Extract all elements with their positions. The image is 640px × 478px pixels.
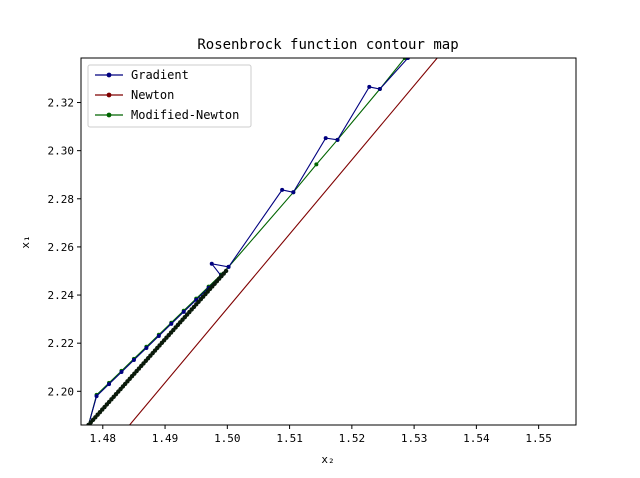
series-layer bbox=[86, 58, 438, 425]
x-tick-label: 1.54 bbox=[463, 432, 490, 445]
trail-point bbox=[223, 268, 229, 274]
series-point-gradient bbox=[209, 261, 214, 266]
series-point-gradient bbox=[156, 333, 161, 338]
legend-marker-newton bbox=[106, 92, 112, 98]
series-point-gradient bbox=[280, 187, 285, 192]
series-point-gradient bbox=[144, 345, 149, 350]
y-tick-label: 2.28 bbox=[48, 193, 75, 206]
series-point-gradient bbox=[94, 394, 99, 399]
series-point-gradient bbox=[291, 190, 296, 195]
x-axis: 1.48 1.49 1.50 1.51 1.52 1.53 1.54 1.55 bbox=[90, 425, 552, 445]
series-point-gradient bbox=[119, 370, 124, 375]
series-point-gradient bbox=[226, 264, 231, 269]
y-tick-label: 2.20 bbox=[48, 385, 75, 398]
series-point-gradient bbox=[107, 382, 112, 387]
series-point-gradient bbox=[367, 84, 372, 89]
x-tick-label: 1.49 bbox=[152, 432, 179, 445]
y-axis-label: x₁ bbox=[19, 235, 32, 248]
x-tick-label: 1.52 bbox=[339, 432, 366, 445]
x-tick-label: 1.55 bbox=[525, 432, 552, 445]
chart-title: Rosenbrock function contour map bbox=[197, 37, 458, 53]
series-line-modified-newton bbox=[87, 58, 406, 425]
legend-marker-modified-newton bbox=[106, 112, 112, 118]
y-tick-label: 2.30 bbox=[48, 145, 75, 158]
series-point-gradient bbox=[335, 137, 340, 142]
series-point-gradient bbox=[181, 309, 186, 314]
x-axis-label: x₂ bbox=[321, 453, 334, 466]
series-point-gradient bbox=[131, 358, 136, 363]
y-tick-label: 2.26 bbox=[48, 241, 75, 254]
plot-frame bbox=[80, 57, 577, 426]
y-tick-label: 2.24 bbox=[48, 289, 75, 302]
x-tick-label: 1.51 bbox=[276, 432, 303, 445]
legend-marker-gradient bbox=[106, 72, 112, 78]
y-axis: 2.20 2.22 2.24 2.26 2.28 2.30 2.32 bbox=[48, 97, 81, 398]
x-tick-label: 1.48 bbox=[90, 432, 117, 445]
legend-label-newton: Newton bbox=[131, 88, 174, 102]
legend: Gradient Newton Modified-Newton bbox=[87, 64, 252, 128]
series-point-gradient bbox=[169, 321, 174, 326]
y-tick-label: 2.32 bbox=[48, 97, 75, 110]
legend-box bbox=[87, 64, 252, 128]
series-point-gradient bbox=[323, 136, 328, 141]
series-point-modified-newton bbox=[314, 162, 319, 167]
x-tick-label: 1.53 bbox=[401, 432, 428, 445]
y-tick-label: 2.22 bbox=[48, 337, 75, 350]
series-point-gradient bbox=[377, 87, 382, 92]
x-tick-label: 1.50 bbox=[214, 432, 241, 445]
legend-label-modified-newton: Modified-Newton bbox=[131, 108, 239, 122]
legend-label-gradient: Gradient bbox=[131, 68, 189, 82]
series-line-newton bbox=[129, 58, 438, 425]
